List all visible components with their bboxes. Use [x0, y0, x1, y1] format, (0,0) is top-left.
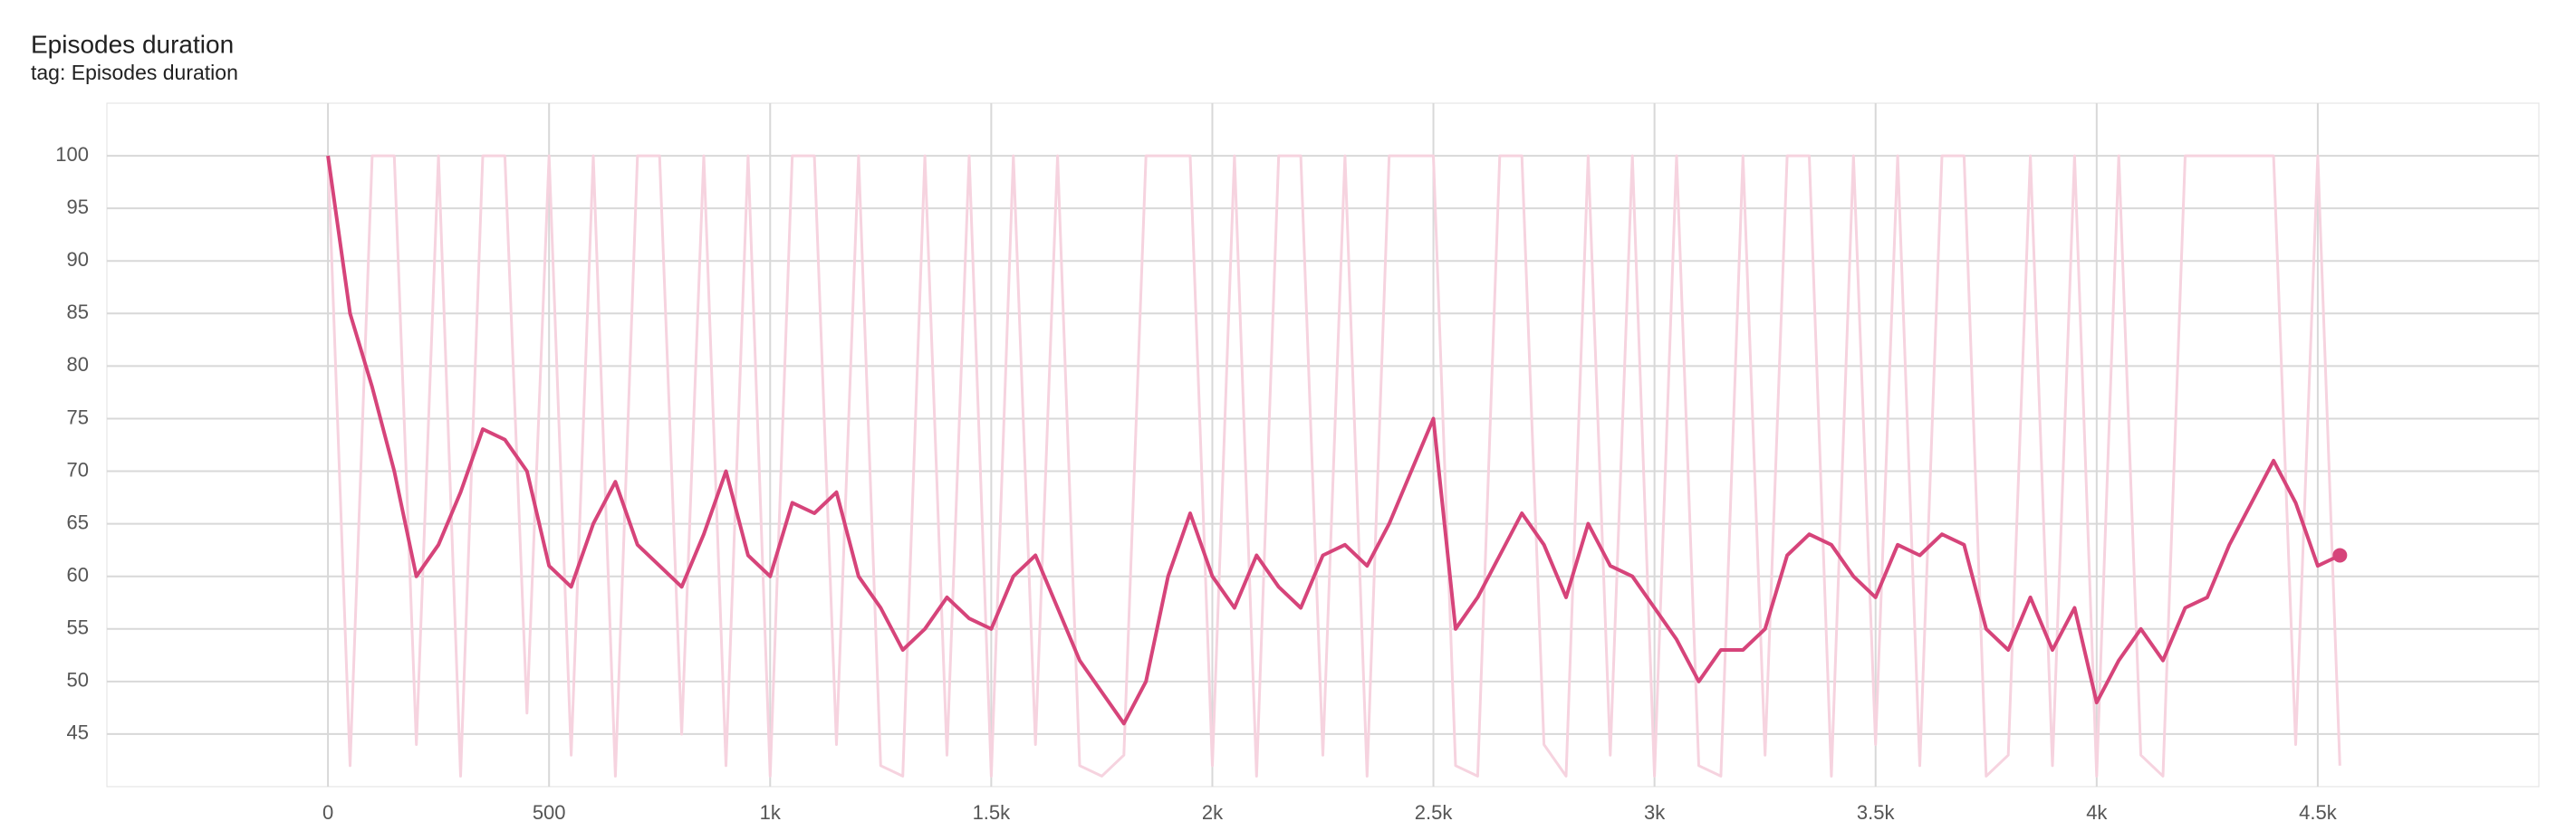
plot-frame: [106, 102, 2540, 788]
y-tick-label: 60: [67, 564, 89, 587]
series-line: [326, 155, 2341, 726]
y-tick-label: 85: [67, 301, 89, 323]
y-tick-label: 95: [67, 196, 89, 218]
last-point: [2332, 548, 2348, 563]
y-tick-label: 80: [67, 353, 89, 376]
chart-subtitle: tag: Episodes duration: [31, 61, 238, 84]
x-tick-label: 4.5k: [2299, 801, 2338, 824]
y-tick-label: 70: [67, 458, 89, 481]
y-tick-label: 75: [67, 406, 89, 428]
x-tick-label: 3.5k: [1857, 801, 1896, 824]
y-tick-label: 55: [67, 616, 89, 639]
x-tick-label: 1.5k: [973, 801, 1012, 824]
x-tick-label: 4k: [2086, 801, 2108, 824]
y-tick-label: 90: [67, 248, 89, 271]
y-tick-label: 65: [67, 511, 89, 533]
y-tick-label: 45: [67, 721, 89, 744]
x-tick-label: 2k: [1202, 801, 1224, 824]
x-tick-label: 1k: [760, 801, 782, 824]
x-tick-label: 2.5k: [1415, 801, 1454, 824]
x-tick-label: 500: [533, 801, 566, 824]
series-line: [326, 154, 2341, 778]
x-tick-label: 0: [322, 801, 333, 824]
y-tick-label: 50: [67, 669, 89, 692]
x-tick-label: 3k: [1644, 801, 1666, 824]
y-tick-label: 100: [55, 143, 89, 166]
chart-title: Episodes duration: [31, 30, 234, 58]
